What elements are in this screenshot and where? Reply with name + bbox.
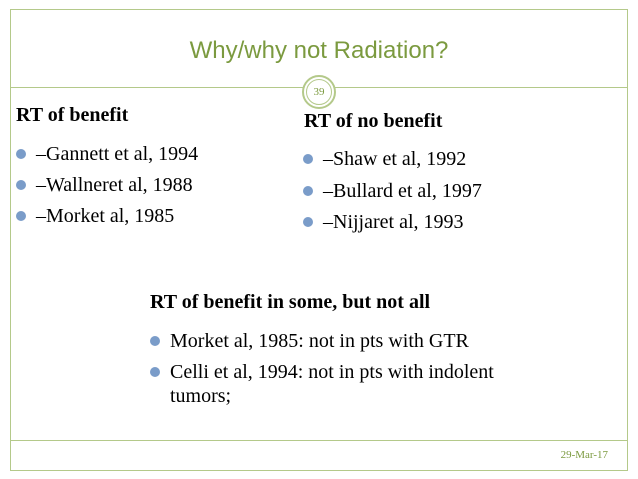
list-item: –Bullard et al, 1997: [303, 179, 482, 211]
slide-frame: [10, 9, 628, 471]
list-item-text: –Gannett et al, 1994: [36, 143, 199, 165]
list-item-text: –Shaw et al, 1992: [323, 148, 467, 170]
list-item-text: –Bullard et al, 1997: [323, 179, 482, 202]
list-item-text: –Nijjaret al, 1993: [323, 211, 464, 233]
bottom-section-heading: RT of benefit in some, but not all: [150, 291, 431, 313]
bullet-icon: [303, 185, 313, 196]
bullet-icon: [303, 217, 313, 227]
bullet-icon: [303, 154, 313, 164]
list-item-text: Celli et al, 1994: not in pts with indol…: [170, 361, 494, 407]
list-item-text: –Morket al, 1985: [36, 205, 175, 227]
list-item: –Gannett et al, 1994: [16, 142, 198, 173]
bullet-icon: [16, 180, 26, 190]
list-item: –Morket al, 1985: [16, 204, 198, 235]
list-item-text: Morket al, 1985: not in pts with GTR: [170, 330, 469, 352]
bullet-icon: [16, 211, 26, 221]
list-item: Celli et al, 1994: not in pts with indol…: [150, 360, 530, 408]
left-column-heading: RT of benefit: [16, 104, 129, 126]
bottom-section-list: Morket al, 1985: not in pts with GTR Cel…: [150, 329, 530, 408]
footer-divider: [10, 440, 628, 441]
bullet-icon: [16, 149, 26, 159]
right-column-list: –Shaw et al, 1992 –Bullard et al, 1997 –…: [303, 147, 482, 242]
list-item-text: –Wallneret al, 1988: [36, 174, 193, 196]
list-item: –Nijjaret al, 1993: [303, 210, 482, 242]
right-column-heading: RT of no benefit: [304, 110, 443, 132]
list-item: –Shaw et al, 1992: [303, 147, 482, 179]
slide-title: Why/why not Radiation?: [189, 37, 449, 64]
slide-number-badge: 39: [302, 75, 336, 109]
bullet-icon: [150, 367, 160, 377]
list-item: –Wallneret al, 1988: [16, 173, 198, 204]
slide-number: 39: [306, 79, 332, 105]
list-item: Morket al, 1985: not in pts with GTR: [150, 329, 530, 353]
slide-date: 29-Mar-17: [560, 449, 608, 461]
left-column-list: –Gannett et al, 1994 –Wallneret al, 1988…: [16, 142, 198, 235]
bullet-icon: [150, 336, 160, 346]
